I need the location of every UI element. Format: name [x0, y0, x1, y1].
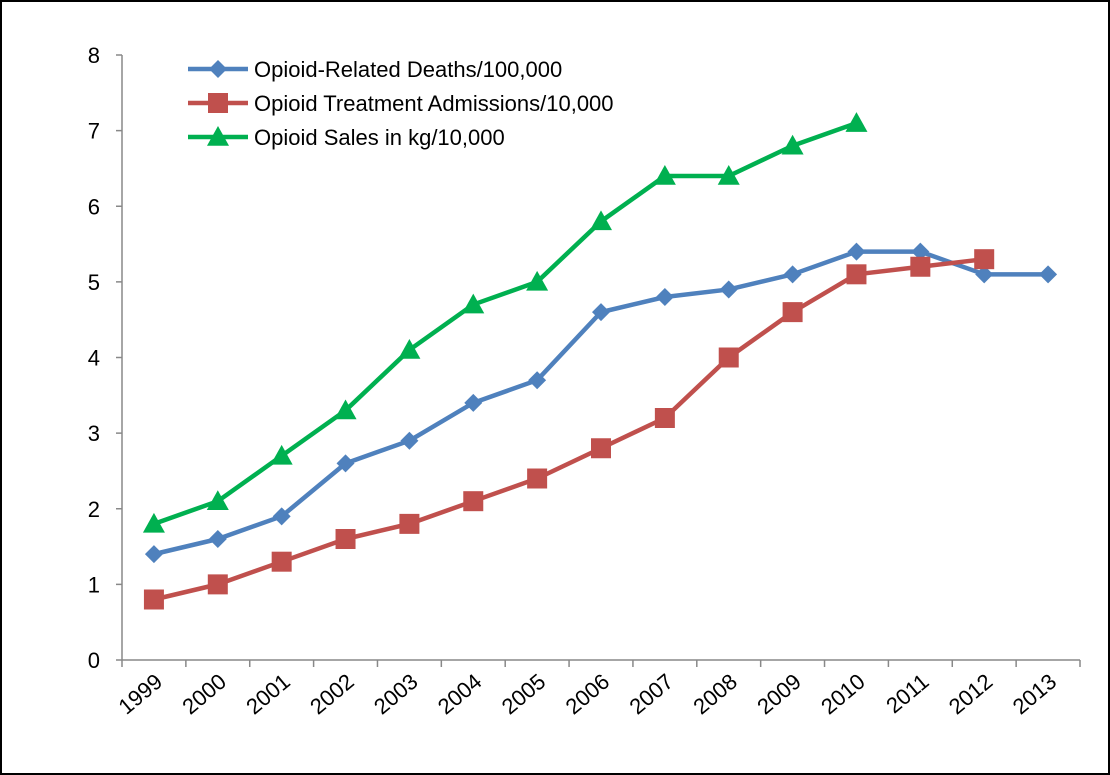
data-point	[334, 399, 357, 420]
x-tick-label: 2011	[881, 669, 933, 719]
series-line	[153, 249, 1049, 557]
series-2	[143, 249, 995, 610]
y-tick-label: 2	[88, 497, 100, 522]
x-tick-label: 2009	[752, 669, 806, 720]
legend-marker	[209, 60, 227, 78]
legend-marker	[207, 126, 229, 146]
data-point	[654, 408, 675, 428]
x-tick-label: 2006	[561, 669, 615, 720]
data-point	[528, 371, 547, 390]
y-tick-label: 1	[88, 572, 100, 597]
data-point	[272, 507, 291, 526]
data-point	[783, 265, 802, 284]
data-point	[143, 589, 164, 610]
y-tick-label: 8	[88, 43, 100, 68]
data-point	[590, 210, 612, 231]
x-tick-label: 2013	[1008, 669, 1062, 720]
data-point	[910, 256, 931, 277]
data-point	[911, 242, 930, 261]
data-point	[653, 165, 676, 185]
data-point	[655, 288, 674, 306]
data-point	[975, 265, 994, 284]
data-point	[207, 574, 228, 595]
data-point	[206, 490, 229, 510]
data-point	[399, 513, 420, 534]
data-point	[1039, 265, 1058, 284]
data-point	[270, 444, 293, 465]
x-tick-label: 2002	[305, 669, 359, 720]
data-point	[462, 293, 485, 314]
x-tick-label: 1999	[114, 669, 168, 720]
series-line	[153, 256, 985, 602]
data-point	[592, 303, 610, 322]
data-point	[717, 165, 740, 185]
x-tick-label: 2012	[944, 669, 998, 720]
x-tick-label: 2007	[625, 669, 679, 720]
data-point	[846, 264, 867, 285]
legend-marker	[208, 93, 228, 113]
x-tick-label: 2001	[241, 669, 295, 720]
data-point	[463, 491, 484, 512]
data-point	[398, 338, 421, 359]
legend-label: Opioid-Related Deaths/100,000	[254, 57, 562, 82]
data-point	[142, 512, 165, 533]
data-point	[335, 529, 356, 549]
data-point	[400, 431, 419, 450]
data-point	[271, 551, 292, 572]
y-tick-label: 0	[88, 648, 100, 673]
x-tick-label: 2010	[816, 669, 870, 720]
data-point	[464, 393, 483, 412]
data-point	[336, 454, 355, 473]
data-point	[719, 280, 738, 299]
x-tick-label: 2004	[433, 669, 487, 720]
data-point	[847, 242, 866, 261]
data-point	[845, 112, 868, 132]
data-point	[208, 530, 227, 548]
data-point	[591, 438, 611, 459]
legend-label: Opioid Treatment Admissions/10,000	[254, 91, 614, 116]
y-tick-label: 5	[88, 270, 100, 295]
series-layer	[142, 112, 1058, 610]
data-point	[974, 249, 995, 270]
y-tick-label: 7	[88, 119, 100, 144]
series-3	[142, 112, 868, 533]
y-tick-label: 4	[88, 346, 100, 371]
data-point	[144, 545, 163, 564]
legend: Opioid-Related Deaths/100,000 Opioid Trea…	[188, 57, 614, 150]
x-tick-label: 2000	[177, 669, 231, 720]
data-point	[527, 468, 548, 489]
data-point	[718, 347, 739, 368]
series-1	[144, 242, 1058, 564]
x-tick-label: 2008	[688, 669, 742, 720]
y-tick-label: 6	[88, 194, 100, 219]
legend-label: Opioid Sales in kg/10,000	[254, 125, 505, 150]
x-tick-label: 2005	[497, 669, 551, 720]
data-point	[782, 302, 803, 323]
x-tick-label: 2003	[369, 669, 423, 720]
series-line	[153, 120, 858, 526]
y-tick-label: 3	[88, 421, 100, 446]
data-point	[526, 270, 549, 291]
data-point	[781, 134, 804, 155]
